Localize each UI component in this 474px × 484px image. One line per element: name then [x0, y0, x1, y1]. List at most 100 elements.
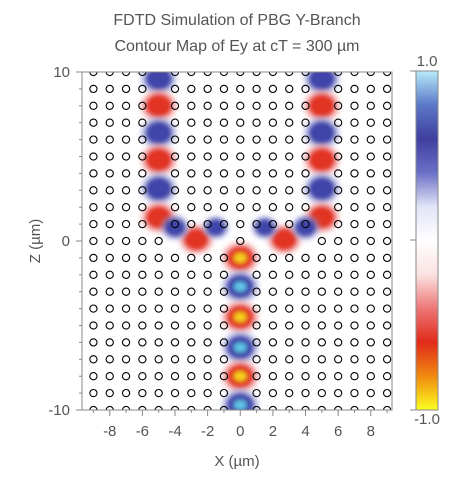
lattice-rod [170, 101, 180, 110]
lattice-rod [121, 253, 131, 263]
lattice-rod [138, 186, 147, 195]
lattice-rod [203, 84, 212, 94]
lattice-rod [170, 321, 180, 330]
lattice-rod [154, 321, 163, 330]
lattice-rod [187, 84, 196, 94]
lattice-rod [203, 287, 212, 296]
lattice-rod [187, 186, 196, 195]
lattice-rod [219, 253, 229, 263]
lattice-rod [105, 169, 114, 178]
field-maximum [140, 143, 177, 176]
x-tick-label: 8 [367, 423, 375, 440]
field-lobe [308, 72, 336, 91]
lattice-rod [219, 321, 229, 330]
lattice-rod [219, 152, 229, 161]
lattice-rod [301, 287, 310, 296]
lattice-rod [138, 118, 147, 127]
lattice-rod [105, 287, 114, 296]
lattice-rod [350, 84, 359, 94]
lattice-rod [187, 118, 196, 127]
lattice-rod [317, 372, 326, 381]
lattice-rod [366, 321, 375, 330]
lattice-rod [317, 304, 326, 313]
field-maximum [303, 116, 341, 149]
lattice-rod [350, 186, 359, 195]
lattice-rod [366, 355, 375, 364]
colorbar-min-label: -1.0 [414, 411, 440, 428]
lattice-rod [236, 118, 245, 127]
lattice-rod [121, 338, 131, 347]
lattice-rod [252, 203, 261, 212]
lattice-rod [301, 253, 310, 263]
x-tick-label: -2 [201, 423, 214, 440]
lattice-rod [382, 338, 392, 347]
lattice-rod [121, 321, 131, 330]
lattice-rod [138, 135, 147, 144]
lattice-rod [350, 338, 359, 347]
lattice-rod [187, 304, 196, 313]
lattice-rod [252, 372, 261, 381]
lattice-rod [89, 152, 98, 161]
lattice-rod [105, 219, 114, 229]
lattice-rod [187, 388, 196, 398]
lattice-rod [252, 169, 261, 178]
lattice-rod [203, 203, 212, 212]
lattice-rod [382, 287, 392, 296]
lattice-rod [219, 203, 229, 212]
colorbar-max-label: 1.0 [417, 53, 438, 70]
lattice-rod [121, 236, 131, 246]
lattice-rod [317, 321, 326, 330]
field-lobe [308, 93, 336, 118]
lattice-rod [170, 203, 180, 212]
lattice-rod [89, 135, 98, 144]
lattice-rod [89, 304, 98, 313]
lattice-rod [236, 169, 245, 178]
field-maximum [221, 270, 259, 304]
lattice-rod [154, 338, 163, 347]
field-core [234, 281, 247, 292]
lattice-rod [138, 287, 147, 296]
lattice-rod [154, 372, 163, 381]
lattice-rod [334, 219, 343, 229]
lattice-rod [382, 135, 392, 144]
field-core [234, 253, 247, 263]
lattice-rod [252, 253, 261, 263]
lattice-rod [350, 152, 359, 161]
lattice-rod [187, 135, 196, 144]
lattice-rod [203, 372, 212, 381]
lattice-rod [317, 388, 326, 398]
lattice-rod [334, 388, 343, 398]
lattice-rod [121, 135, 131, 144]
lattice-rod [382, 84, 392, 94]
lattice-rod [187, 169, 196, 178]
lattice-rod [285, 372, 294, 381]
field-lobe [145, 120, 173, 145]
field-maximum [303, 172, 341, 205]
lattice-rod [105, 388, 114, 398]
lattice-rod [121, 304, 131, 313]
lattice-rod [382, 186, 392, 195]
lattice-rod [366, 270, 375, 279]
field-maximum [303, 143, 341, 176]
lattice-rod [366, 203, 375, 212]
x-tick-label: -8 [103, 423, 116, 440]
lattice-rod [236, 84, 245, 94]
lattice-rod [170, 253, 180, 263]
lattice-rod [138, 388, 147, 398]
lattice-rod [138, 355, 147, 364]
lattice-rod [89, 321, 98, 330]
lattice-rod [203, 152, 212, 161]
lattice-rod [334, 84, 343, 94]
lattice-rod [105, 236, 114, 246]
lattice-rod [170, 355, 180, 364]
lattice-rod [268, 270, 278, 279]
lattice-rod [301, 84, 310, 94]
lattice-rod [203, 304, 212, 313]
lattice-rod [219, 118, 229, 127]
lattice-rod [334, 135, 343, 144]
lattice-rod [89, 372, 98, 381]
lattice-rod [203, 355, 212, 364]
lattice-rod [170, 152, 180, 161]
x-tick-label: 2 [269, 423, 277, 440]
lattice-rod [382, 169, 392, 178]
